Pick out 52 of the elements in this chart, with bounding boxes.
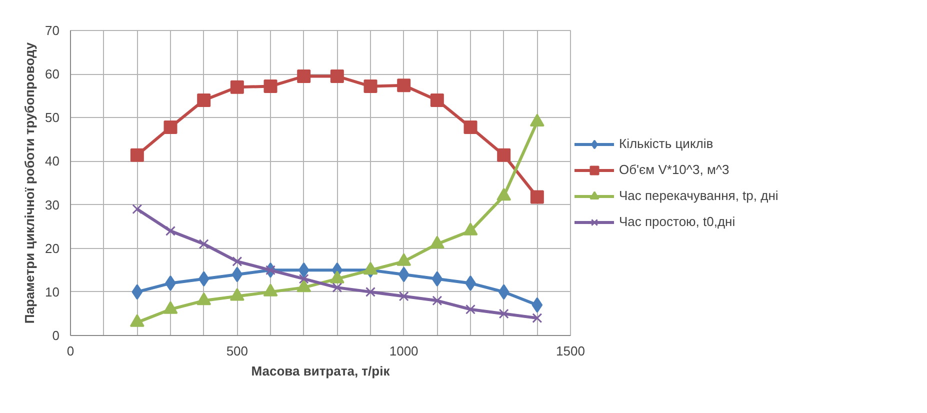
point xyxy=(132,204,142,214)
point xyxy=(198,239,209,249)
point xyxy=(464,120,478,134)
point xyxy=(197,93,211,107)
y-axis-title: Параметри циклічної роботи трубопроводу xyxy=(22,42,38,324)
point xyxy=(266,265,276,276)
point xyxy=(332,282,342,293)
legend-label: Кількість циклів xyxy=(619,136,714,151)
x-tick-label: 500 xyxy=(226,344,248,358)
point xyxy=(298,274,309,284)
y-tick-label: 50 xyxy=(45,110,60,126)
point xyxy=(264,80,278,94)
y-tick-label: 0 xyxy=(52,328,60,343)
point xyxy=(198,271,210,287)
point xyxy=(164,120,178,134)
point xyxy=(432,296,442,306)
point xyxy=(397,78,411,92)
point xyxy=(430,93,444,107)
y-tick-label: 60 xyxy=(45,66,60,82)
point xyxy=(466,304,476,314)
point xyxy=(530,190,544,204)
point xyxy=(498,284,510,300)
point xyxy=(432,271,443,287)
point xyxy=(398,291,409,302)
point xyxy=(132,284,143,300)
y-tick-label: 20 xyxy=(45,240,60,256)
point xyxy=(498,308,509,319)
x-tick-label: 0 xyxy=(66,344,74,358)
point xyxy=(366,286,376,297)
legend-label: Об'єм V*10^3, м^3 xyxy=(619,162,730,177)
x-tick-label: 1500 xyxy=(556,344,585,358)
x-tick-label: 1000 xyxy=(389,344,418,358)
point xyxy=(232,266,243,282)
point xyxy=(497,148,511,162)
point xyxy=(532,297,543,313)
point xyxy=(297,70,311,83)
point xyxy=(232,256,242,266)
point xyxy=(398,266,410,282)
x-axis-title: Масова витрата, т/рік xyxy=(251,364,390,378)
point xyxy=(298,262,310,278)
point xyxy=(330,70,344,83)
legend-label: Час простою, t0,дні xyxy=(619,214,736,229)
point xyxy=(130,148,144,162)
y-tick-label: 10 xyxy=(45,284,60,300)
point xyxy=(230,80,244,94)
point xyxy=(532,313,542,324)
y-tick-label: 30 xyxy=(45,197,60,212)
y-tick-label: 40 xyxy=(45,154,60,169)
point xyxy=(166,226,176,236)
y-tick-label: 70 xyxy=(45,23,60,38)
point xyxy=(364,80,378,94)
legend-label: Час перекачування, tp, дні xyxy=(619,188,778,203)
